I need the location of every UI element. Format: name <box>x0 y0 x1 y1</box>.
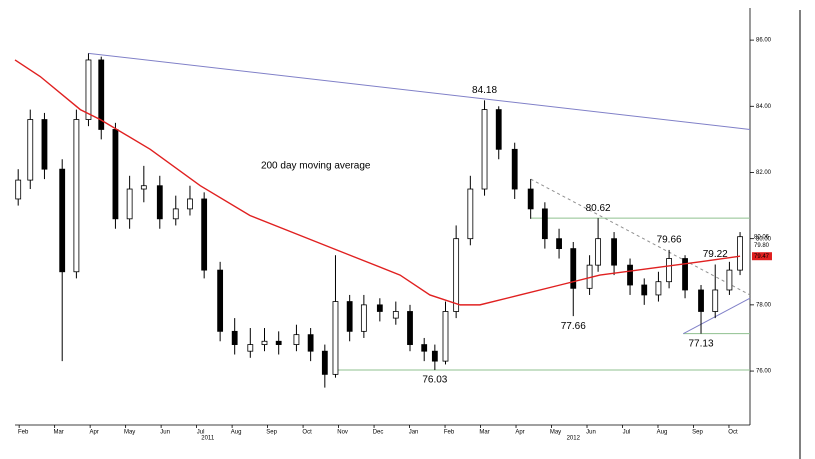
candle-body <box>541 208 548 240</box>
candle-body <box>41 119 48 170</box>
trend-line <box>88 52 751 130</box>
annotation: 77.66 <box>561 321 586 332</box>
candle-body <box>332 301 339 375</box>
annotation: 79.66 <box>657 235 682 246</box>
candle-body <box>346 301 353 332</box>
x-tick-label: Jul <box>197 430 205 436</box>
x-tick-label: Jun <box>160 430 170 436</box>
x-tick-label: Apr <box>515 430 524 436</box>
candle-body <box>360 304 367 332</box>
annotation: 79.22 <box>703 249 728 260</box>
candle-body <box>467 188 474 240</box>
candle-body <box>495 109 502 150</box>
candle-body <box>595 238 602 266</box>
candle-body <box>59 168 66 273</box>
candle-body <box>407 311 413 345</box>
x-tick-label: Jul <box>623 430 631 436</box>
candle-body <box>172 208 179 220</box>
price-tag: 79.80 <box>754 243 770 249</box>
y-tick-label: 76.00 <box>756 369 772 375</box>
y-tick-label: 80.00 <box>756 236 772 242</box>
candle-body <box>73 119 80 273</box>
x-tick-label: Dec <box>373 430 384 436</box>
price-tag-box <box>752 252 772 261</box>
x-tick-label: Oct <box>302 430 312 436</box>
candle-body <box>641 284 648 296</box>
x-tick-label: Mar <box>479 430 489 436</box>
annotation: 80.62 <box>586 203 611 214</box>
trend-line <box>530 178 751 296</box>
candle-body <box>481 109 488 190</box>
candle-body <box>98 59 105 130</box>
x-tick-label: Feb <box>444 430 455 436</box>
candle-body <box>431 350 438 362</box>
candle-body <box>698 289 704 312</box>
candle-body <box>217 269 224 332</box>
candle-body <box>376 304 383 312</box>
trend-line <box>683 297 751 335</box>
x-tick-label: Aug <box>231 430 242 436</box>
y-tick-label: 82.00 <box>756 170 772 176</box>
price-tag: 79.47 <box>754 254 770 260</box>
candle-body <box>140 185 147 190</box>
x-tick-label: Jun <box>586 430 596 436</box>
y-tick-label: 86.00 <box>756 38 772 44</box>
x-tick-label: Sep <box>692 430 703 436</box>
candle-body <box>27 119 34 181</box>
candle-body <box>655 281 662 296</box>
candle-body <box>261 340 268 345</box>
candle-body <box>392 311 399 319</box>
candle-body <box>126 188 133 220</box>
candle-body <box>321 350 328 375</box>
candle-body <box>726 269 733 291</box>
ma-label: 200 day moving average <box>261 161 371 172</box>
y-tick-label: 84.00 <box>756 104 772 110</box>
candle-body <box>293 334 300 345</box>
x-tick-label: May <box>550 430 561 436</box>
moving-average <box>14 59 741 306</box>
candle-body <box>712 289 719 312</box>
candle-body <box>247 344 254 352</box>
x-tick-label: Jan <box>409 430 419 436</box>
candle-body <box>307 334 314 352</box>
x-tick-label: Apr <box>89 430 98 436</box>
annotation: 77.13 <box>689 338 714 349</box>
x-tick-label: Feb <box>18 430 29 436</box>
candle-body <box>570 248 577 289</box>
x-tick-label: Sep <box>266 430 277 436</box>
candle-body <box>201 198 208 271</box>
candle-body <box>453 238 460 312</box>
candle-body <box>442 311 449 362</box>
candle-body <box>527 188 534 210</box>
x-tick-label: Oct <box>728 430 738 436</box>
candle-body <box>112 129 119 220</box>
y-tick-label: 78.00 <box>756 302 772 308</box>
candle-body <box>666 258 672 283</box>
candle-body <box>682 258 688 291</box>
year-label: 2011 <box>201 436 215 442</box>
candle-body <box>275 340 282 345</box>
price-tag: 80.06 <box>754 234 770 240</box>
candle-body <box>511 148 518 190</box>
candle-body <box>187 198 193 210</box>
candle-body <box>737 236 743 271</box>
annotation: 84.18 <box>472 85 497 96</box>
candle-body <box>85 59 92 120</box>
candle-body <box>156 185 163 220</box>
candle-body <box>421 344 428 352</box>
year-label: 2012 <box>567 436 581 442</box>
annotation: 76.03 <box>422 375 447 386</box>
x-tick-label: Mar <box>53 430 63 436</box>
x-tick-label: Aug <box>657 430 668 436</box>
x-tick-label: May <box>124 430 135 436</box>
x-tick-label: Nov <box>337 430 348 436</box>
candle-body <box>627 264 633 286</box>
candle-body <box>556 238 562 250</box>
candle-body <box>231 330 238 345</box>
candle-body <box>611 238 617 266</box>
candle-body <box>15 179 22 200</box>
